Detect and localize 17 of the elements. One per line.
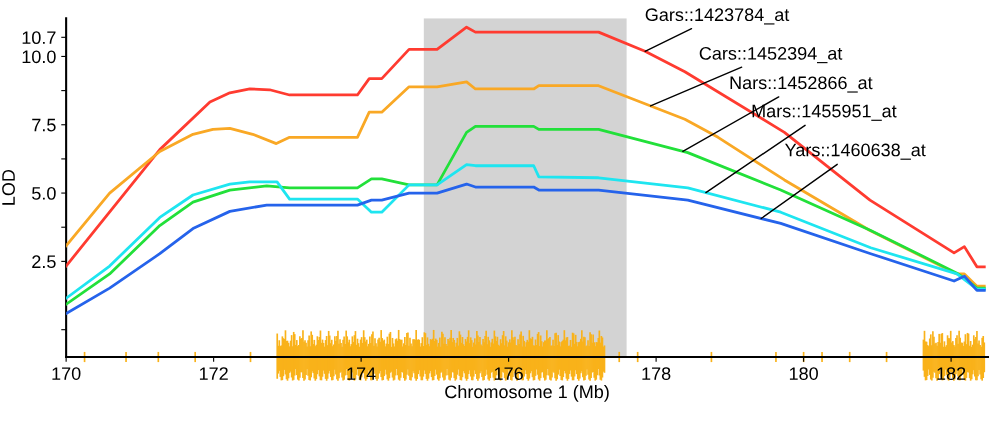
x-tick-label: 170 xyxy=(52,367,81,380)
x-tick-label: 178 xyxy=(642,367,671,380)
x-tick-label: 176 xyxy=(494,367,523,380)
x-tick-label: 172 xyxy=(199,367,228,380)
x-tick-label: 174 xyxy=(347,367,376,380)
x-tick-label: 182 xyxy=(937,367,966,380)
series-label: Gars::1423784_at xyxy=(645,8,790,25)
text: Cars::1452394_at xyxy=(699,46,843,64)
y-tick-label: 10.0 xyxy=(22,50,56,64)
y-tick-label: 5.0 xyxy=(32,187,56,200)
text: Nars::1452866_at xyxy=(730,76,873,93)
y-axis-title: LOD xyxy=(2,169,15,205)
y-tick-label: 2.5 xyxy=(32,255,56,269)
x-tick-label: 180 xyxy=(789,367,818,380)
y-tick-label: 7.5 xyxy=(32,118,56,132)
y-tick-label: 10.7 xyxy=(22,31,56,45)
x-axis-title: Chromosome 1 (Mb) xyxy=(445,384,609,402)
